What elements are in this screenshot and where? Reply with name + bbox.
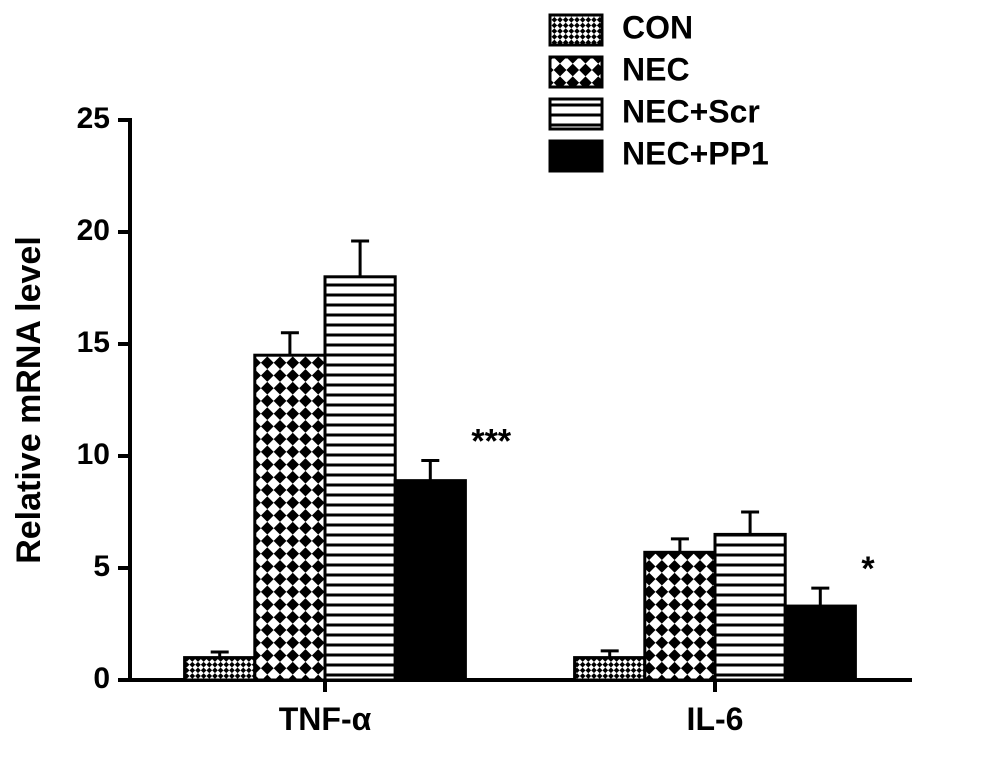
significance-annotation: *** — [471, 422, 511, 460]
bar-IL-6-NEC_Scr — [715, 534, 785, 680]
bar-chart: 0 5 10 15 20 25 Relative mRNA level TNF-α *** IL-… — [0, 0, 1000, 781]
y-tick-label: 5 — [93, 550, 110, 583]
bar-IL-6-NEC — [645, 552, 715, 680]
y-tick-label: 15 — [77, 326, 110, 359]
legend-swatch-NEC_Scr — [550, 99, 602, 129]
y-tick-label: 20 — [77, 214, 110, 247]
y-tick-label: 25 — [77, 102, 110, 135]
significance-annotation: * — [861, 550, 875, 588]
y-axis-label: Relative mRNA level — [10, 236, 48, 564]
legend-label-CON: CON — [622, 9, 693, 45]
bar-TNF-α-NEC_PP1 — [395, 481, 465, 680]
bar-IL-6-NEC_PP1 — [785, 606, 855, 680]
bar-IL-6-CON — [575, 658, 645, 680]
legend-swatch-NEC — [550, 57, 602, 87]
legend-label-NEC: NEC — [622, 51, 690, 87]
y-tick-label: 0 — [93, 662, 110, 695]
x-category-label: TNF-α — [279, 701, 372, 737]
bar-TNF-α-CON — [185, 658, 255, 680]
x-category-label: IL-6 — [687, 701, 744, 737]
bar-TNF-α-NEC_Scr — [325, 277, 395, 680]
legend-label-NEC_Scr: NEC+Scr — [622, 93, 760, 129]
y-tick-label: 10 — [77, 438, 110, 471]
legend-label-NEC_PP1: NEC+PP1 — [622, 135, 769, 171]
bar-TNF-α-NEC — [255, 355, 325, 680]
legend-swatch-NEC_PP1 — [550, 141, 602, 171]
legend-swatch-CON — [550, 15, 602, 45]
